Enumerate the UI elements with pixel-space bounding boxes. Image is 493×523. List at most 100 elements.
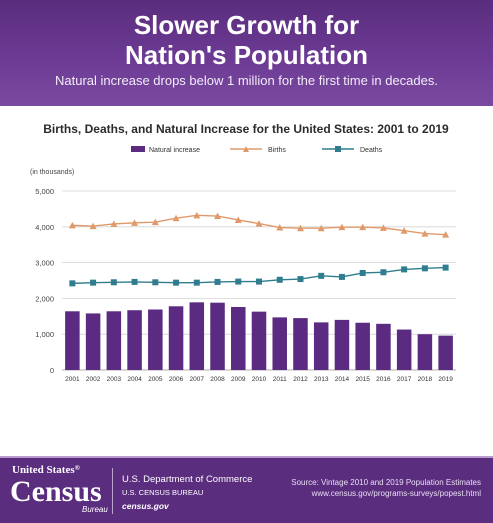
x-tick-label: 2010 — [252, 376, 267, 383]
point-deaths — [338, 273, 345, 280]
x-tick-label: 2009 — [231, 376, 246, 383]
y-tick-label: 0 — [50, 366, 54, 375]
point-deaths — [359, 269, 366, 276]
point-births — [234, 216, 242, 223]
x-tick-label: 2013 — [314, 376, 329, 383]
point-births — [214, 212, 222, 220]
point-births — [421, 230, 429, 237]
x-tick-label: 2006 — [169, 376, 184, 383]
website-link[interactable]: census.gov — [122, 501, 169, 511]
x-tick-label: 2011 — [273, 376, 287, 383]
department-name: U.S. Department of Commerce — [122, 474, 253, 485]
legend-label-births: Births — [268, 147, 286, 154]
point-births — [400, 227, 408, 234]
source-url[interactable]: www.census.gov/programs-surveys/popest.h… — [311, 489, 481, 498]
bar-natural-increase — [148, 309, 163, 370]
source-text: Source: Vintage 2010 and 2019 Population… — [291, 478, 481, 487]
bar-natural-increase — [355, 322, 370, 370]
legend-swatch-natural-increase — [131, 146, 145, 152]
point-deaths — [90, 279, 97, 286]
bar-natural-increase — [210, 302, 225, 370]
point-deaths — [442, 264, 449, 271]
point-births — [89, 222, 97, 230]
point-births — [68, 221, 76, 229]
point-births — [338, 223, 346, 231]
chart-title: Births, Deaths, and Natural Increase for… — [43, 122, 449, 136]
point-births — [151, 218, 159, 226]
point-deaths — [193, 279, 200, 286]
main-title-line2: Nation's Population — [124, 40, 369, 70]
bar-natural-increase — [313, 322, 329, 370]
x-tick-label: 2012 — [293, 376, 308, 383]
logo-united-states: United States® — [12, 464, 80, 476]
x-tick-label: 2005 — [148, 376, 163, 383]
x-tick-label: 2016 — [376, 376, 391, 383]
chart-svg: Births, Deaths, and Natural Increase for… — [30, 122, 456, 383]
y-tick-label: 2,000 — [35, 294, 54, 303]
bar-natural-increase — [65, 311, 80, 370]
x-tick-label: 2003 — [107, 376, 122, 383]
point-deaths — [297, 276, 304, 283]
x-tick-label: 2007 — [190, 376, 205, 383]
point-births — [255, 220, 263, 227]
x-tick-labels: 2001 2002 2003 2004 2005 2006 2007 2008 2009 2010… — [65, 376, 453, 383]
chart-area: Births, Deaths, and Natural Increase for… — [0, 106, 493, 456]
point-deaths — [235, 278, 242, 285]
x-tick-label: 2017 — [397, 376, 412, 383]
bar-natural-increase — [251, 311, 267, 370]
bar-natural-increase — [127, 310, 142, 370]
legend-label-deaths: Deaths — [360, 147, 383, 154]
point-deaths — [173, 279, 180, 286]
point-deaths — [421, 265, 428, 272]
point-births — [442, 231, 450, 238]
x-tick-label: 2001 — [65, 376, 80, 383]
x-tick-label: 2014 — [335, 376, 350, 383]
x-tick-label: 2018 — [418, 376, 433, 383]
point-deaths — [214, 278, 221, 285]
bar-natural-increase — [293, 318, 308, 370]
bar-natural-increase — [189, 302, 205, 370]
bar-natural-increase — [417, 334, 433, 370]
point-births — [276, 224, 284, 231]
logo-bureau: Bureau — [82, 505, 108, 514]
footer-divider — [112, 468, 113, 514]
legend-marker-births — [243, 146, 249, 152]
point-births — [131, 219, 139, 226]
y-tick-label: 5,000 — [35, 187, 54, 196]
legend-marker-deaths — [335, 146, 341, 152]
point-births — [359, 223, 367, 231]
point-deaths — [131, 278, 138, 285]
x-tick-label: 2008 — [210, 376, 225, 383]
bar-natural-increase — [376, 323, 391, 370]
point-deaths — [380, 269, 387, 276]
bar-natural-increase — [231, 306, 246, 370]
bar-natural-increase — [438, 335, 453, 370]
point-births — [193, 211, 201, 219]
point-deaths — [401, 266, 408, 273]
point-deaths — [152, 279, 159, 286]
x-tick-label: 2019 — [438, 376, 453, 383]
x-tick-label: 2004 — [127, 376, 142, 383]
bar-natural-increase — [106, 311, 122, 370]
legend-label-natural-increase: Natural increase — [149, 147, 200, 154]
x-tick-label: 2002 — [86, 376, 101, 383]
point-births — [110, 220, 118, 227]
logo-census: Census — [10, 475, 102, 508]
bar-natural-increase — [396, 329, 412, 370]
point-births — [379, 224, 387, 231]
point-births — [296, 224, 304, 232]
y-tick-labels: 0 1,000 2,000 3,000 4,000 5,000 — [35, 187, 54, 375]
bar-series — [65, 302, 453, 370]
point-births — [317, 224, 325, 232]
bar-natural-increase — [334, 319, 350, 370]
legend: Natural increase Births Deaths — [131, 146, 383, 154]
y-tick-label: 4,000 — [35, 223, 54, 232]
x-tick-label: 2015 — [355, 376, 370, 383]
main-subtitle: Natural increase drops below 1 million f… — [55, 73, 438, 88]
point-deaths — [276, 276, 283, 283]
y-axis-units: (in thousands) — [30, 169, 74, 176]
registered-mark: ® — [74, 464, 80, 472]
footer-bar: United States® Census Bureau U.S. Depart… — [0, 458, 493, 523]
line-series — [68, 211, 450, 287]
